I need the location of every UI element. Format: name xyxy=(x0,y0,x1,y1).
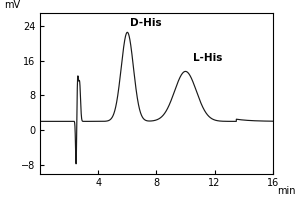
Y-axis label: mV: mV xyxy=(4,0,20,10)
Text: min: min xyxy=(277,186,296,196)
Text: L-His: L-His xyxy=(193,53,222,63)
Text: D-His: D-His xyxy=(130,18,162,28)
